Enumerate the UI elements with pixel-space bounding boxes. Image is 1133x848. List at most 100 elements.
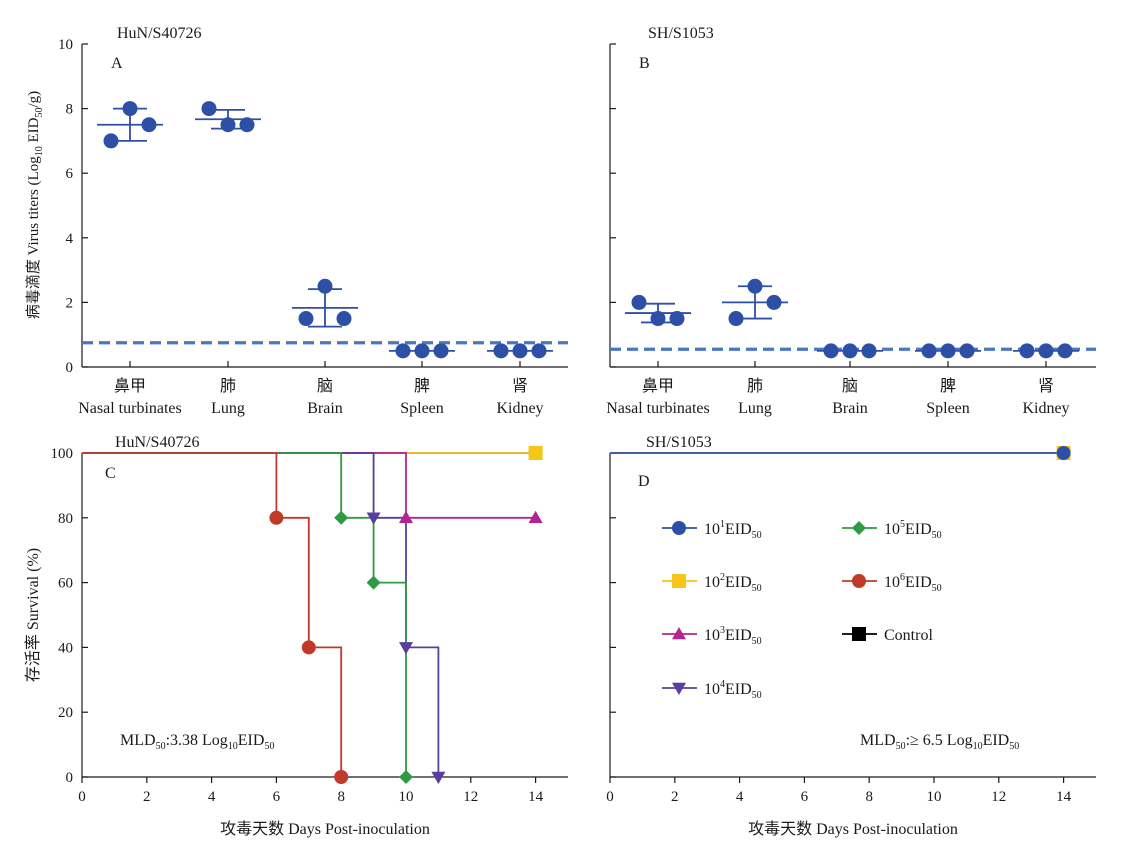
panel-d-xtick-label: 10 [927, 789, 942, 805]
panel-c-series-d5-marker [399, 770, 413, 784]
legend-d3-label: 103EID50 [704, 625, 762, 647]
panel-b-data-point [650, 311, 666, 327]
panel-c-ytick-label: 60 [58, 576, 73, 592]
panel-a-category-en: Spleen [400, 400, 444, 417]
panel-a-data-point [414, 343, 430, 359]
legend-d6-marker [852, 574, 866, 588]
panel-b-data-point [842, 343, 858, 359]
panel-a-category-cn: 脾 [414, 377, 430, 395]
panel-a-ytick-label: 10 [58, 37, 73, 53]
legend-d5-label: 105EID50 [884, 519, 942, 541]
panel-a-category-en: Lung [211, 400, 245, 417]
panel-a-category-cn: 肺 [220, 377, 236, 395]
panel-b-category-cn: 肺 [747, 377, 763, 395]
panel-c-xtick-label: 8 [337, 789, 345, 805]
panel-c-x-axis-title: 攻毒天数 Days Post-inoculation [220, 820, 430, 838]
panel-b-category-en: Nasal turbinates [606, 400, 710, 417]
panel-c-ytick-label: 80 [58, 511, 73, 527]
panel-c-series-d6-marker [269, 510, 284, 525]
panel-c-series-d4-marker [431, 771, 446, 784]
panel-c-series-d4-marker [399, 642, 413, 655]
panel-a-data-point [433, 343, 449, 359]
panel-b-category-en: Spleen [926, 400, 970, 417]
panel-d-xtick-label: 12 [991, 789, 1006, 805]
panel-c-series-d5-line [82, 452, 407, 777]
legend-item-d3: 103EID50 [662, 625, 762, 647]
legend-d4-marker [672, 682, 686, 695]
panel-b-category-cn: 鼻甲 [642, 377, 674, 395]
panel-a-category-en: Brain [307, 400, 343, 417]
panel-a-letter: A [111, 55, 123, 72]
panel-c-xtick-label: 2 [143, 789, 151, 805]
panel-a-ytick-label: 4 [66, 231, 74, 247]
panel-b-category-en: Brain [832, 400, 868, 417]
panel-c-xtick-label: 6 [273, 789, 281, 805]
panel-b-title: SH/S1053 [648, 25, 714, 42]
panel-b-data-point [766, 294, 782, 310]
panel-a-data-point [141, 117, 157, 133]
panel-a-data-point [298, 311, 314, 327]
legend-d2-marker [672, 574, 686, 588]
panel-c-ytick-label: 40 [58, 640, 73, 656]
panel-c-series-d6-line [82, 452, 343, 777]
panel-d-xtick-label: 14 [1056, 789, 1072, 805]
legend-d5-marker [852, 521, 866, 535]
panel-a-ytick-label: 6 [66, 166, 74, 182]
panel-d-xtick-label: 0 [606, 789, 614, 805]
panel-d-series-d1-marker [1056, 446, 1071, 460]
panel-b-data-point [728, 311, 744, 327]
legend-d2-label: 102EID50 [704, 572, 762, 594]
panel-d-xtick-label: 4 [736, 789, 744, 805]
panel-b-data-point [921, 343, 937, 359]
panel-a-ytick-label: 2 [66, 295, 74, 311]
panel-b-data-point [631, 294, 647, 310]
panel-c-xtick-label: 4 [208, 789, 216, 805]
panel-c-xtick-label: 0 [78, 789, 86, 805]
panel-a-ytick-label: 0 [66, 360, 74, 376]
panel-b-data-point [1019, 343, 1035, 359]
legend-item-d2: 102EID50 [662, 572, 762, 594]
panel-c-series-d3-marker [399, 510, 413, 524]
panel-b-letter: B [639, 55, 650, 72]
panel-c-mld50-annotation: MLD50:3.38 Log10EID50 [120, 732, 274, 752]
panel-b-category-en: Kidney [1022, 400, 1069, 417]
panel-d-xtick-label: 2 [671, 789, 679, 805]
panel-a-data-point [493, 343, 509, 359]
panel-b-data-point [669, 311, 685, 327]
panel-c-xtick-label: 10 [399, 789, 414, 805]
panel-d-xtick-label: 6 [801, 789, 809, 805]
panel-a-y-axis-title: 病毒滴度 Virus titers (Log10 EID50/g) [24, 91, 45, 319]
panel-a-data-point [103, 133, 119, 149]
panel-a-category-cn: 肾 [512, 377, 528, 395]
panel-b-data-point [747, 278, 763, 294]
panel-d-x-axis-title: 攻毒天数 Days Post-inoculation [748, 820, 958, 838]
panel-a-category-cn: 鼻甲 [114, 377, 146, 395]
panel-a-title: HuN/S40726 [117, 25, 201, 42]
panel-a-ytick-label: 8 [66, 102, 74, 118]
panel-a-data-point [220, 117, 236, 133]
panel-d-xtick-label: 8 [865, 789, 873, 805]
panel-a-category-cn: 脑 [317, 377, 333, 395]
panel-c-series-d3-line [82, 452, 536, 519]
panel-b-data-point [861, 343, 877, 359]
legend-d1-label: 101EID50 [704, 519, 762, 541]
panel-c-xtick-label: 12 [463, 789, 478, 805]
panel-b-data-point [940, 343, 956, 359]
legend-d1-marker [672, 521, 686, 535]
legend-item-d1: 101EID50 [662, 519, 762, 541]
panel-d-letter: D [638, 473, 650, 490]
panel-a-data-point [122, 101, 138, 117]
panel-c-letter: C [105, 465, 116, 482]
panel-c-title: HuN/S40726 [115, 434, 199, 451]
legend-item-d4: 104EID50 [662, 679, 762, 701]
panel-c-xtick-label: 14 [528, 789, 544, 805]
legend-item-d6: 106EID50 [842, 572, 942, 594]
panel-c-series-d4-line [82, 452, 440, 777]
legend-item-d5: 105EID50 [842, 519, 942, 541]
panel-b-data-point [959, 343, 975, 359]
panel-b-category-cn: 脾 [940, 377, 956, 395]
panel-b-data-point [1038, 343, 1054, 359]
panel-b-category-cn: 肾 [1038, 377, 1054, 395]
panel-c-series-d4-marker [366, 512, 381, 525]
